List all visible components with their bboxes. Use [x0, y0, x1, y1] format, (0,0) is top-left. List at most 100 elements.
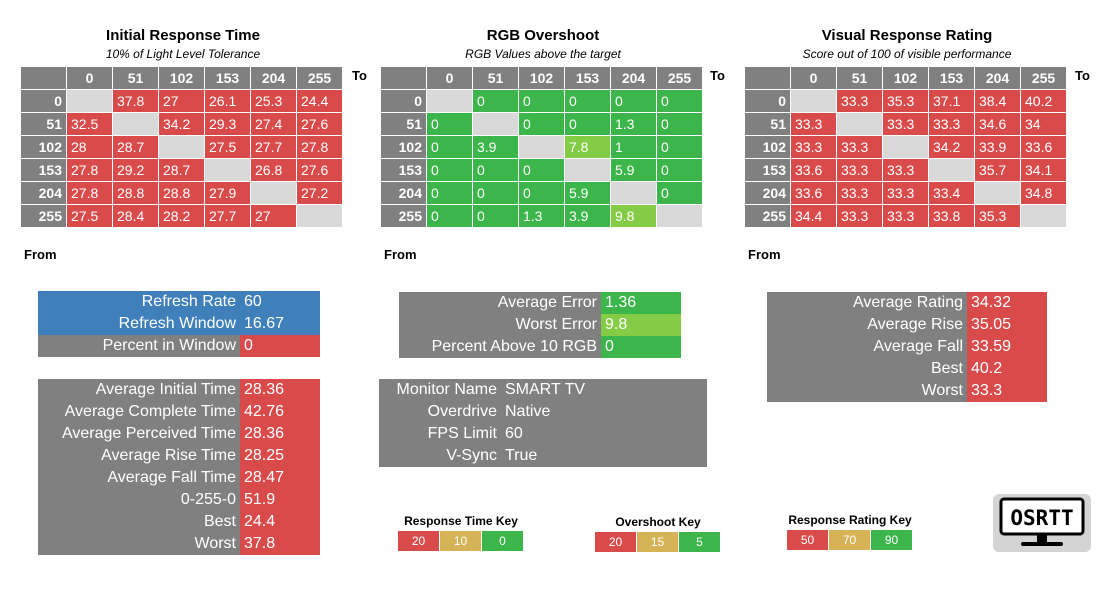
from-label: From: [384, 247, 417, 262]
osrtt-logo: OSRTT: [993, 494, 1091, 552]
heatmap-title-rating: Visual Response Rating: [821, 27, 993, 44]
heatmap-cell: 0: [656, 158, 703, 182]
logo-text: OSRTT: [1010, 506, 1073, 530]
heatmap-cell: 0: [656, 112, 703, 136]
heatmap-subtitle-response-time: 10% of Light Level Tolerance: [105, 47, 261, 61]
heatmap-subtitle-overshoot: RGB Values above the target: [465, 47, 621, 61]
heatmap-cell: 34.8: [1020, 181, 1067, 205]
row-header: 51: [20, 112, 67, 136]
rating-stats-table: Average Rating 34.32 Average Rise 35.05 Aver…: [767, 292, 1047, 402]
heatmap-cell: 27.5: [66, 204, 113, 228]
heatmap-corner: [744, 66, 791, 90]
response-stats-table: Average Initial Time 28.36 Average Complet…: [38, 379, 320, 555]
heatmap-cell: 27.9: [204, 181, 251, 205]
heatmap-title-overshoot: RGB Overshoot: [486, 27, 600, 44]
heatmap-cell: 0: [656, 181, 703, 205]
stat-label: Average Rise Time: [38, 445, 240, 467]
row-header: 0: [20, 89, 67, 113]
stats-row: 0-255-0 51.9: [38, 489, 320, 511]
stats-row: Worst 37.8: [38, 533, 320, 555]
heatmap-cell: 33.3: [882, 158, 929, 182]
heatmap-cell: 27: [158, 89, 205, 113]
heatmap-cell: 33.3: [790, 112, 837, 136]
stat-value: Native: [501, 401, 707, 423]
stats-row: Percent in Window 0: [38, 335, 320, 357]
heatmap-cell: 0: [518, 89, 565, 113]
stat-label: Worst: [767, 380, 967, 402]
heatmap-cell: 0: [518, 181, 565, 205]
response-time-key: Response Time Key 20 10 0: [398, 514, 524, 551]
stat-label: Monitor Name: [379, 379, 501, 401]
heatmap-corner: [380, 66, 427, 90]
heatmap-cell: 34.4: [790, 204, 837, 228]
monitor-info-table: Monitor Name SMART TV Overdrive Native FPS L…: [379, 379, 707, 467]
stat-value: 51.9: [240, 489, 320, 511]
stats-rows: Average Rating 34.32 Average Rise 35.05 Aver…: [767, 292, 1047, 402]
heatmap-cell: 29.3: [204, 112, 251, 136]
row-header: 51: [744, 112, 791, 136]
column-header: 255: [656, 66, 703, 90]
key-swatch: 70: [829, 530, 871, 550]
heatmap-cell: 28.8: [158, 181, 205, 205]
stats-row: Average Rating 34.32: [767, 292, 1047, 314]
row-header: 102: [744, 135, 791, 159]
heatmap-cell: 3.9: [564, 204, 611, 228]
heatmap-cell-empty: [656, 204, 703, 228]
heatmap-cell: 33.3: [836, 135, 883, 159]
column-header: 153: [204, 66, 251, 90]
heatmap-cell: 27.6: [296, 112, 343, 136]
stat-label: Worst Error: [399, 314, 601, 336]
row-header: 255: [744, 204, 791, 228]
heatmap-cell: 27.7: [204, 204, 251, 228]
heatmap-cell: 33.6: [790, 181, 837, 205]
column-header: 204: [250, 66, 297, 90]
heatmap-cell: 35.3: [974, 204, 1021, 228]
stat-label: Refresh Window: [38, 313, 240, 335]
heatmap-cell: 0: [426, 112, 473, 136]
row-header: 204: [744, 181, 791, 205]
stat-label: Average Rating: [767, 292, 967, 314]
row-header: 0: [380, 89, 427, 113]
heatmap-cell: 1.3: [518, 204, 565, 228]
heatmap-cell: 9.8: [610, 204, 657, 228]
row-header: 204: [20, 181, 67, 205]
heatmap-cell: 0: [472, 204, 519, 228]
stat-label: Average Perceived Time: [38, 423, 240, 445]
heatmap-cell: 34.2: [158, 112, 205, 136]
stats-rows: Average Error 1.36 Worst Error 9.8 Percent A…: [399, 292, 681, 358]
heatmap-cell-empty: [1020, 204, 1067, 228]
heatmap-cell: 37.1: [928, 89, 975, 113]
heatmap-cell-empty: [204, 158, 251, 182]
stats-rows: Average Initial Time 28.36 Average Complet…: [38, 379, 320, 555]
heatmap-title-response-time: Initial Response Time: [106, 27, 260, 44]
error-stats-table: Average Error 1.36 Worst Error 9.8 Percent A…: [399, 292, 681, 358]
stat-value: 40.2: [967, 358, 1047, 380]
heatmap-cell: 24.4: [296, 89, 343, 113]
heatmap-cell: 0: [472, 158, 519, 182]
row-header: 255: [20, 204, 67, 228]
row-header: 204: [380, 181, 427, 205]
stats-row: Average Rise Time 28.25: [38, 445, 320, 467]
heatmap-cell: 28.7: [158, 158, 205, 182]
heatmap-cell: 27.8: [66, 158, 113, 182]
heatmap-cell: 35.3: [882, 89, 929, 113]
stat-value: 34.32: [967, 292, 1047, 314]
heatmap-cell: 34.1: [1020, 158, 1067, 182]
key-swatches: 20 10 0: [398, 531, 524, 551]
heatmap-grid: 0 51 102 153 204 255 0 37.8 27 26.1 25.3 24.4 51 32.5…: [20, 66, 343, 228]
stat-label: Worst: [38, 533, 240, 555]
heatmap-subtitle-rating: Score out of 100 of visible performance: [802, 47, 1012, 61]
row-header: 0: [744, 89, 791, 113]
stat-value: 28.36: [240, 423, 320, 445]
heatmap-cell: 1.3: [610, 112, 657, 136]
heatmap-cell: 33.3: [836, 158, 883, 182]
stat-label: Average Fall: [767, 336, 967, 358]
stat-label: FPS Limit: [379, 423, 501, 445]
stat-value: 28.47: [240, 467, 320, 489]
heatmap-cell: 28.2: [158, 204, 205, 228]
heatmap-cell: 33.4: [928, 181, 975, 205]
column-header: 0: [790, 66, 837, 90]
heatmap-cell: 38.4: [974, 89, 1021, 113]
heatmap-grid: 0 51 102 153 204 255 0 0 0 0 0 0 51 0 0 0 1.3 0 102 0 3.9 7.8…: [380, 66, 703, 228]
stat-value: 1.36: [601, 292, 681, 314]
